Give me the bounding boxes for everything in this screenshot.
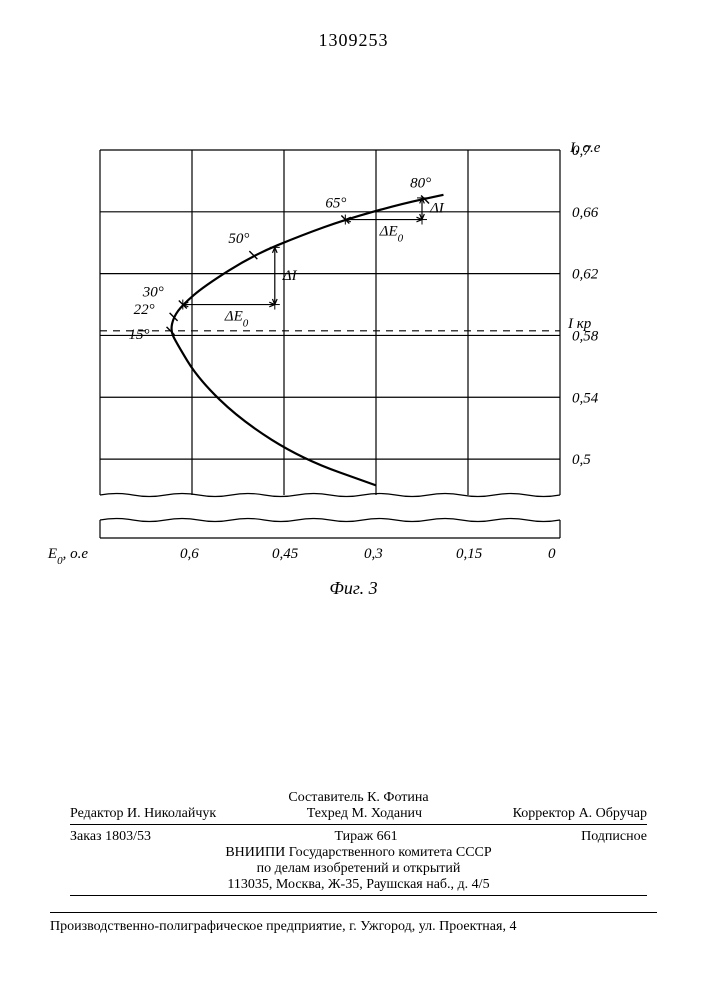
colophon-block: Составитель К. Фотина Редактор И. Никола… bbox=[70, 790, 647, 900]
corrector-label: Корректор bbox=[513, 806, 575, 821]
svg-text:ΔE0: ΔE0 bbox=[379, 224, 404, 245]
svg-text:30°: 30° bbox=[142, 285, 164, 301]
svg-text:80°: 80° bbox=[410, 175, 431, 191]
svg-text:0,54: 0,54 bbox=[572, 390, 599, 406]
compiler-label: Составитель bbox=[288, 790, 363, 805]
tirazh-value: 661 bbox=[377, 829, 398, 844]
figure-caption: Фиг. 3 bbox=[0, 578, 707, 599]
svg-text:0,45: 0,45 bbox=[272, 546, 299, 562]
order-value: 1803/53 bbox=[105, 829, 151, 844]
chart-svg: 0,50,540,580,620,660,7I, о.еI кр0,60,450… bbox=[90, 140, 630, 570]
svg-text:ΔE0: ΔE0 bbox=[224, 309, 249, 330]
order-label: Заказ bbox=[70, 829, 102, 844]
compiler-name: К. Фотина bbox=[367, 790, 429, 805]
footer: Производственно-полиграфическое предприя… bbox=[50, 912, 657, 935]
svg-text:65°: 65° bbox=[325, 196, 346, 212]
org-line1: ВНИИПИ Государственного комитета СССР bbox=[70, 845, 647, 861]
svg-text:50°: 50° bbox=[228, 231, 249, 247]
svg-text:I, о.е: I, о.е bbox=[569, 140, 601, 156]
org-addr: 113035, Москва, Ж-35, Раушская наб., д. … bbox=[70, 877, 647, 893]
svg-text:0,15: 0,15 bbox=[456, 546, 483, 562]
techred-label: Техред bbox=[307, 806, 348, 821]
tirazh-label: Тираж bbox=[334, 829, 373, 844]
svg-text:0,62: 0,62 bbox=[572, 267, 599, 283]
editor-label: Редактор bbox=[70, 806, 124, 821]
svg-text:0,66: 0,66 bbox=[572, 205, 599, 221]
svg-text:0,5: 0,5 bbox=[572, 452, 591, 468]
svg-text:E0, о.е: E0, о.е bbox=[47, 546, 88, 567]
editor-name: И. Николайчук bbox=[127, 806, 216, 821]
svg-text:0,3: 0,3 bbox=[364, 546, 383, 562]
org-line2: по делам изобретений и открытий bbox=[70, 861, 647, 877]
page: 1309253 0,50,540,580,620,660,7I, о.еI кр… bbox=[0, 0, 707, 1000]
corrector-name: А. Обручар bbox=[579, 806, 647, 821]
svg-text:0: 0 bbox=[548, 546, 556, 562]
svg-text:I кр: I кр bbox=[567, 316, 592, 332]
doc-number: 1309253 bbox=[0, 30, 707, 51]
svg-text:15°: 15° bbox=[129, 327, 150, 343]
svg-text:0,6: 0,6 bbox=[180, 546, 199, 562]
figure: 0,50,540,580,620,660,7I, о.еI кр0,60,450… bbox=[90, 140, 630, 570]
techred-name: М. Ходанич bbox=[351, 806, 422, 821]
svg-text:ΔI: ΔI bbox=[282, 268, 298, 284]
svg-text:22°: 22° bbox=[134, 302, 155, 318]
subscription: Подписное bbox=[581, 829, 647, 845]
svg-text:ΔI: ΔI bbox=[429, 201, 445, 217]
